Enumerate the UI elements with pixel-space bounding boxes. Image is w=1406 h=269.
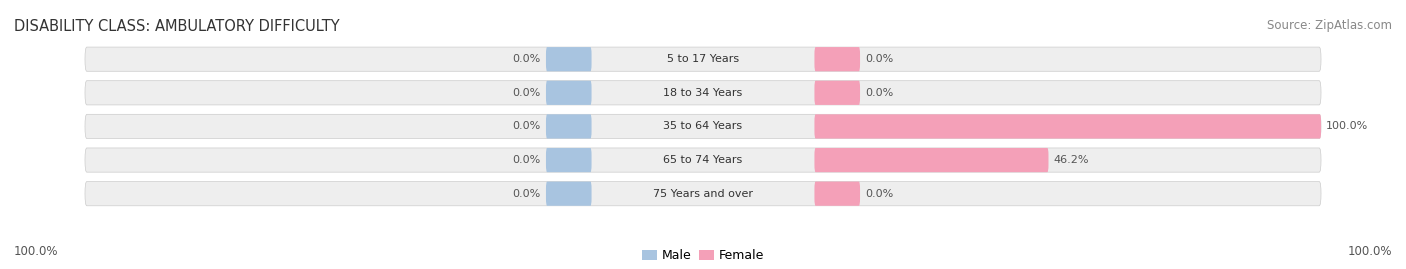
Text: 0.0%: 0.0%: [513, 88, 541, 98]
Text: 35 to 64 Years: 35 to 64 Years: [664, 121, 742, 132]
Text: 18 to 34 Years: 18 to 34 Years: [664, 88, 742, 98]
Text: 0.0%: 0.0%: [513, 189, 541, 199]
Text: 46.2%: 46.2%: [1053, 155, 1090, 165]
FancyBboxPatch shape: [814, 148, 1049, 172]
Text: 0.0%: 0.0%: [513, 54, 541, 64]
Text: Source: ZipAtlas.com: Source: ZipAtlas.com: [1267, 19, 1392, 32]
FancyBboxPatch shape: [546, 114, 592, 139]
FancyBboxPatch shape: [84, 148, 1322, 172]
Text: 0.0%: 0.0%: [865, 88, 893, 98]
Text: 5 to 17 Years: 5 to 17 Years: [666, 54, 740, 64]
FancyBboxPatch shape: [84, 182, 1322, 206]
FancyBboxPatch shape: [814, 114, 1322, 139]
FancyBboxPatch shape: [84, 47, 1322, 71]
Text: 100.0%: 100.0%: [1347, 245, 1392, 258]
Text: 0.0%: 0.0%: [865, 189, 893, 199]
FancyBboxPatch shape: [546, 182, 592, 206]
FancyBboxPatch shape: [84, 81, 1322, 105]
Text: 100.0%: 100.0%: [14, 245, 59, 258]
Legend: Male, Female: Male, Female: [637, 244, 769, 267]
Text: DISABILITY CLASS: AMBULATORY DIFFICULTY: DISABILITY CLASS: AMBULATORY DIFFICULTY: [14, 19, 340, 34]
FancyBboxPatch shape: [814, 47, 860, 71]
FancyBboxPatch shape: [814, 81, 860, 105]
Text: 0.0%: 0.0%: [865, 54, 893, 64]
Text: 65 to 74 Years: 65 to 74 Years: [664, 155, 742, 165]
FancyBboxPatch shape: [546, 81, 592, 105]
Text: 75 Years and over: 75 Years and over: [652, 189, 754, 199]
Text: 0.0%: 0.0%: [513, 155, 541, 165]
FancyBboxPatch shape: [84, 114, 1322, 139]
Text: 0.0%: 0.0%: [513, 121, 541, 132]
Text: 100.0%: 100.0%: [1326, 121, 1368, 132]
FancyBboxPatch shape: [814, 182, 860, 206]
FancyBboxPatch shape: [546, 47, 592, 71]
FancyBboxPatch shape: [546, 148, 592, 172]
